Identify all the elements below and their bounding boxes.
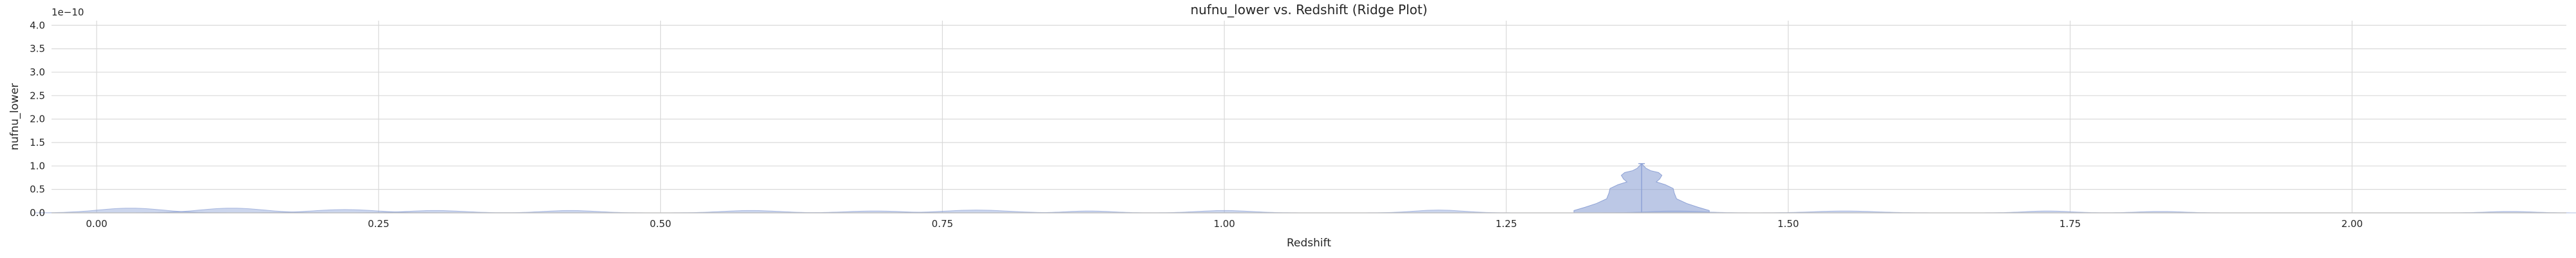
chart-title: nufnu_lower vs. Redshift (Ridge Plot) — [1190, 2, 1427, 17]
x-tick-label-4: 1.00 — [1213, 218, 1235, 230]
y-tick-label-4: 2.0 — [30, 114, 45, 125]
x-tick-label-0: 0.00 — [86, 218, 107, 230]
x-tick-label-2: 0.50 — [650, 218, 671, 230]
x-tick-label-7: 1.75 — [2060, 218, 2081, 230]
grid-lines — [52, 21, 2566, 213]
y-tick-label-5: 2.5 — [30, 90, 45, 101]
ridge-areas — [34, 208, 2576, 213]
violin-group — [1573, 163, 1710, 213]
ridge-area-10 — [1365, 210, 1513, 213]
y-tick-label-2: 1.0 — [30, 160, 45, 172]
x-tick-label-8: 2.00 — [2342, 218, 2363, 230]
y-tick-label-6: 3.0 — [30, 66, 45, 78]
y-tick-label-8: 4.0 — [30, 19, 45, 31]
y-offset-label: 1e−10 — [52, 6, 84, 18]
x-tick-labels: 0.00 0.25 0.50 0.75 1.00 1.25 1.50 1.75 2.00 — [86, 218, 2363, 230]
y-axis-label: nufnu_lower — [8, 83, 21, 150]
x-axis-label: Redshift — [1287, 237, 1331, 250]
x-tick-label-5: 1.25 — [1495, 218, 1517, 230]
y-tick-label-3: 1.5 — [30, 137, 45, 148]
y-tick-label-7: 3.5 — [30, 43, 45, 55]
ridge-area-1 — [135, 208, 328, 213]
x-tick-label-3: 0.75 — [932, 218, 953, 230]
y-tick-label-1: 0.5 — [30, 184, 45, 195]
x-tick-label-6: 1.50 — [1777, 218, 1799, 230]
x-tick-label-1: 0.25 — [368, 218, 389, 230]
y-tick-label-0: 0.0 — [30, 207, 45, 219]
y-tick-labels: 0.0 0.5 1.0 1.5 2.0 2.5 3.0 3.5 4.0 — [30, 19, 45, 219]
